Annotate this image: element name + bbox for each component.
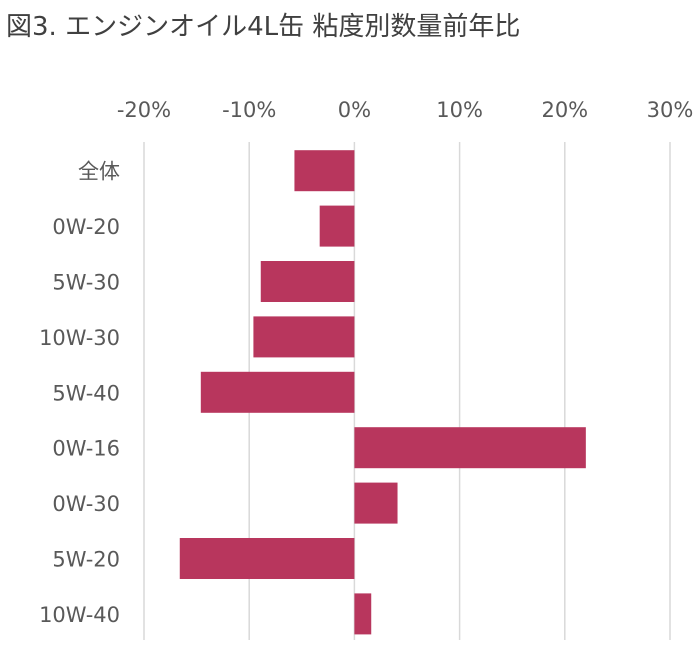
bar	[179, 538, 355, 579]
category-label: 5W-30	[52, 271, 120, 295]
category-labels: 全体 0W-20 5W-30 10W-30 5W-40 0W-16 0W-30 5W-20 10…	[39, 160, 120, 627]
bar	[319, 205, 355, 247]
bar	[260, 261, 355, 302]
x-tick-label: 10%	[436, 98, 483, 122]
category-label: 10W-40	[39, 603, 120, 627]
category-label: 0W-16	[52, 437, 120, 461]
bar	[354, 593, 372, 635]
x-tick-label: 0%	[338, 98, 371, 122]
category-label: 5W-40	[52, 381, 120, 405]
x-tick-label: -20%	[117, 98, 171, 122]
x-axis-tick-labels: -20% -10% 0% 10% 20% 30%	[117, 98, 693, 122]
bar	[294, 150, 355, 192]
category-label: 10W-30	[39, 326, 120, 350]
bar	[354, 427, 586, 469]
chart-title: 図3. エンジンオイル4L缶 粘度別数量前年比	[6, 12, 521, 42]
bar	[200, 371, 355, 413]
x-tick-label: 20%	[541, 98, 588, 122]
bar	[253, 316, 355, 358]
bars	[179, 150, 586, 635]
x-tick-label: 30%	[647, 98, 694, 122]
x-tick-label: -10%	[222, 98, 276, 122]
category-label: 0W-30	[52, 492, 120, 516]
category-label: 0W-20	[52, 215, 120, 239]
category-label: 5W-20	[52, 548, 120, 572]
category-label: 全体	[78, 160, 120, 184]
bar	[354, 482, 398, 524]
